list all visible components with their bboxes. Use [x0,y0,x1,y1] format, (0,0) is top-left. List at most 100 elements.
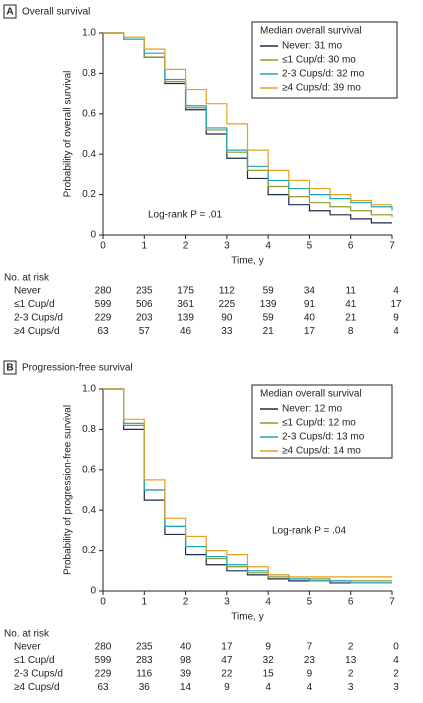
risk-value: 229 [95,669,112,680]
legend-label: ≥4 Cups/d: 39 mo [282,83,361,94]
risk-value: 57 [139,326,151,337]
panel-label: B [6,363,13,374]
survival-curve [103,32,392,206]
x-tick-label: 6 [348,241,354,252]
risk-row-label: ≤1 Cup/d [14,299,55,310]
risk-value: 23 [304,655,316,666]
legend-label: Never: 12 mo [282,404,342,415]
risk-value: 4 [393,655,399,666]
risk-value: 17 [304,326,316,337]
annotation: Log-rank P = .04 [272,526,346,537]
risk-value: 225 [219,299,236,310]
panel-label-box [3,4,17,19]
y-tick-label: 0.8 [82,424,96,435]
x-tick-label: 1 [142,597,148,608]
risk-row-label: Never [14,286,41,297]
risk-value: 3 [393,682,399,693]
y-tick-label: 0.8 [82,68,96,79]
y-tick-label: 1.0 [82,384,96,395]
x-tick-label: 7 [389,597,395,608]
y-tick-label: 1.0 [82,28,96,39]
y-axis-label: Probability of overall survival [63,71,74,198]
legend-label: 2-3 Cups/d: 13 mo [282,432,365,443]
x-tick-label: 4 [265,597,271,608]
risk-value: 9 [393,313,399,324]
risk-value: 9 [224,682,230,693]
risk-value: 280 [95,642,112,653]
risk-value: 40 [304,313,316,324]
legend-title: Median overall survival [260,389,362,400]
risk-value: 235 [136,286,153,297]
risk-row-label: ≥4 Cups/d [14,682,60,693]
risk-value: 139 [260,299,277,310]
risk-value: 4 [393,326,399,337]
survival-curve [103,388,392,584]
risk-value: 0 [393,642,399,653]
risk-value: 15 [263,669,275,680]
risk-value: 361 [177,299,194,310]
risk-value: 2 [348,669,354,680]
legend-label: ≥4 Cups/d: 14 mo [282,446,361,457]
x-tick-label: 7 [389,241,395,252]
legend-label: ≤1 Cup/d: 12 mo [282,418,356,429]
risk-value: 283 [136,655,153,666]
risk-value: 34 [304,286,316,297]
risk-table-title: No. at risk [4,629,50,640]
risk-value: 229 [95,313,112,324]
risk-value: 11 [346,286,357,297]
x-tick-label: 2 [183,241,189,252]
axes [102,33,392,236]
risk-value: 32 [263,655,275,666]
risk-row-label: 2-3 Cups/d [14,313,63,324]
annotation: Log-rank P = .01 [148,210,222,221]
x-tick-label: 3 [224,241,230,252]
x-tick-label: 0 [100,241,106,252]
risk-value: 9 [307,669,313,680]
y-axis-label: Probability of progression-free survival [63,405,74,575]
risk-value: 9 [265,642,271,653]
risk-value: 2 [348,642,354,653]
x-tick-label: 5 [307,597,313,608]
legend-box [251,384,393,459]
risk-value: 22 [221,669,233,680]
risk-value: 21 [345,313,357,324]
risk-value: 59 [263,313,275,324]
risk-value: 116 [136,669,152,680]
risk-value: 98 [180,655,192,666]
risk-value: 17 [221,642,233,653]
risk-value: 13 [345,655,357,666]
risk-value: 14 [180,682,192,693]
risk-value: 2 [393,669,399,680]
risk-value: 46 [180,326,192,337]
risk-value: 506 [136,299,153,310]
y-tick-label: 0 [90,230,96,241]
y-tick-label: 0.4 [82,149,96,160]
risk-row-label: 2-3 Cups/d [14,669,63,680]
risk-value: 599 [95,299,112,310]
x-tick-label: 5 [307,241,313,252]
panel-label-box [3,360,17,375]
risk-value: 4 [265,682,271,693]
legend-label: ≤1 Cup/d: 30 mo [282,55,356,66]
survival-curve [103,32,393,217]
risk-value: 17 [390,299,402,310]
survival-curve [103,388,392,578]
x-tick-label: 2 [183,597,189,608]
panel-title: Overall survival [22,7,90,18]
risk-value: 40 [180,642,192,653]
x-tick-label: 6 [348,597,354,608]
risk-value: 36 [139,682,151,693]
y-tick-label: 0.6 [82,464,96,475]
panel-title: Progression-free survival [22,363,133,374]
x-axis-label: Time, y [231,256,263,267]
risk-value: 3 [348,682,354,693]
x-tick-label: 1 [142,241,148,252]
risk-value: 112 [219,286,235,297]
risk-value: 7 [307,642,313,653]
risk-value: 4 [307,682,313,693]
risk-value: 90 [221,313,233,324]
risk-value: 175 [177,286,194,297]
y-tick-label: 0.2 [82,189,96,200]
risk-row-label: Never [14,642,41,653]
